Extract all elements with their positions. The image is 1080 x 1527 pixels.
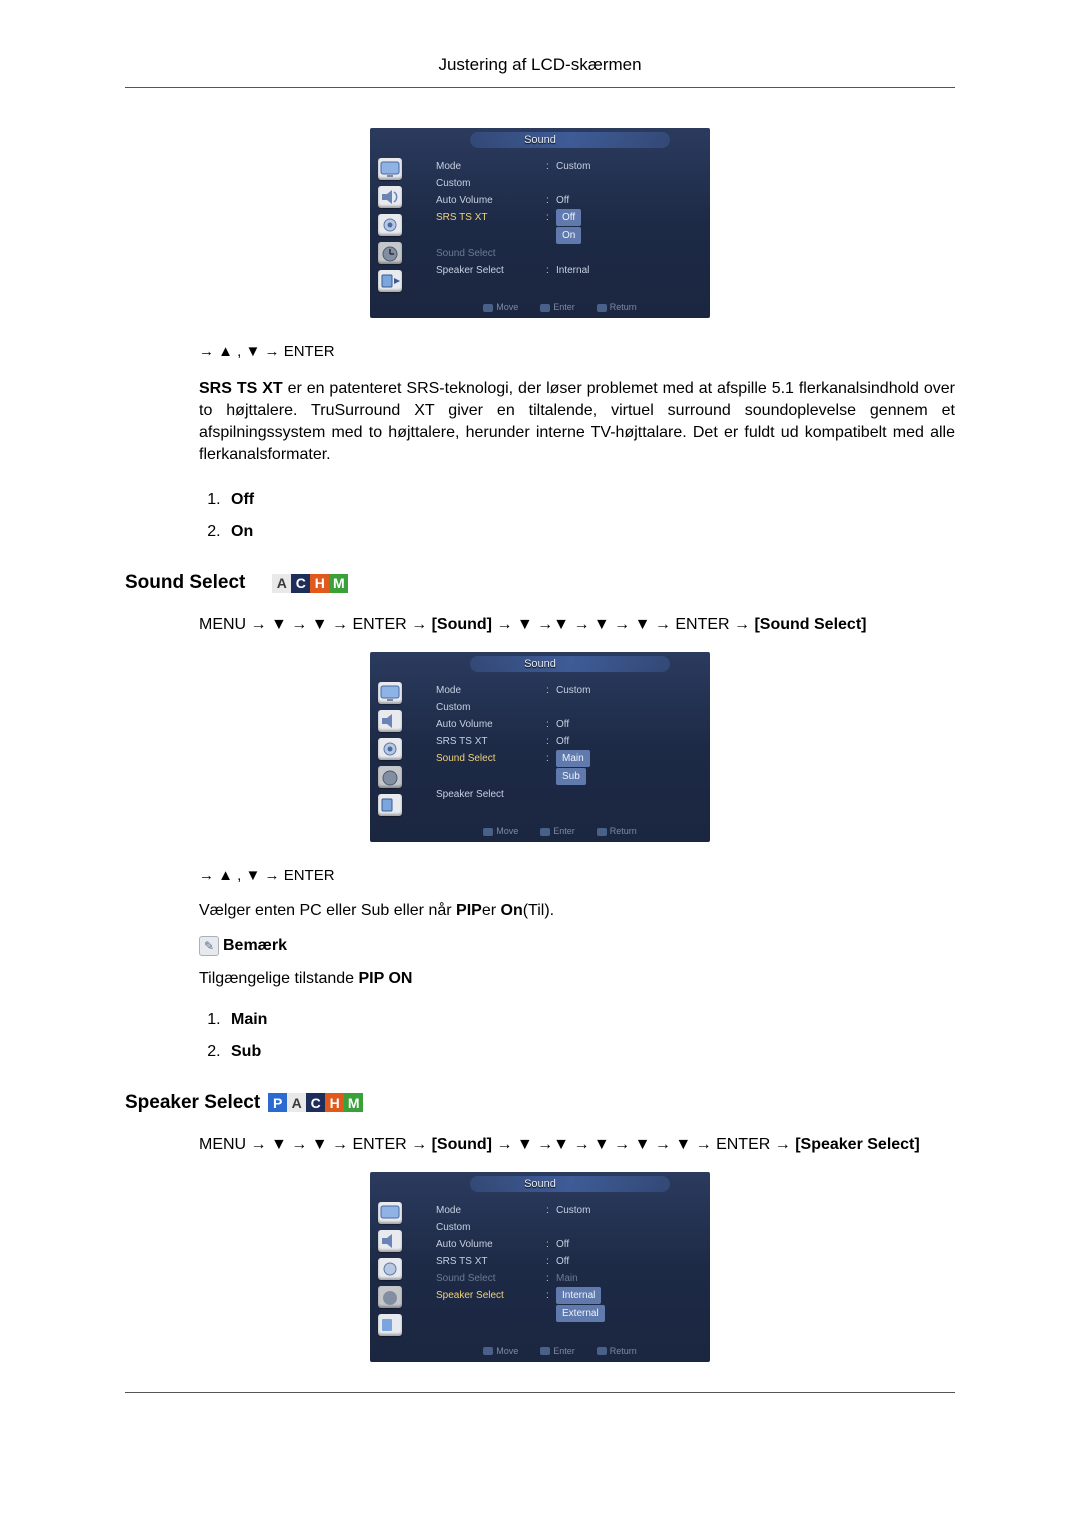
osd-icon-column — [378, 682, 408, 816]
osd-icon-setup — [378, 214, 402, 236]
speaker-select-heading: Speaker Select P A C H M — [125, 1092, 955, 1114]
osd-footer: Move Enter Return — [420, 826, 700, 836]
osd-icon-input — [378, 794, 402, 816]
osd-icon-column — [378, 1202, 408, 1336]
badge-c: C — [291, 574, 310, 593]
osd-icon-picture — [378, 1202, 402, 1224]
osd-title: Sound — [370, 134, 710, 146]
osd-menu: Mode:Custom Custom Auto Volume:Off SRS T… — [436, 1202, 666, 1323]
sound-select-menu-path: MENU → ▼ → ▼ → ENTER → [Sound] → ▼ →▼ → … — [199, 612, 955, 638]
note-row: ✎ Bemærk — [199, 936, 955, 956]
osd-icon-sound — [378, 186, 402, 208]
osd-icon-column — [378, 158, 408, 292]
osd-icon-input — [378, 1314, 402, 1336]
badge-a: A — [287, 1093, 306, 1112]
badge-h: H — [325, 1093, 344, 1112]
mode-badges: P A C H M — [253, 574, 348, 593]
osd-icon-input — [378, 270, 402, 292]
footer-rule — [125, 1392, 955, 1393]
list-item: Main — [225, 1004, 955, 1036]
osd-title: Sound — [370, 1178, 710, 1190]
osd-screenshot-srs: Sound Mode:Custom Custom Auto Volume:Off… — [370, 128, 710, 318]
page-header: Justering af LCD-skærmen — [125, 55, 955, 88]
nav-instruction: → ▲ , ▼ → ENTER — [199, 343, 955, 360]
osd-icon-timer — [378, 766, 402, 788]
osd-screenshot-sound-select: Sound Mode:Custom Custom Auto Volume:Off… — [370, 652, 710, 842]
osd-icon-timer — [378, 242, 402, 264]
osd-menu: Mode:Custom Custom Auto Volume:Off SRS T… — [436, 682, 666, 803]
badge-m: M — [344, 1093, 363, 1112]
osd-icon-timer — [378, 1286, 402, 1308]
osd-icon-picture — [378, 682, 402, 704]
srs-description: SRS TS XT er en patenteret SRS-teknologi… — [199, 378, 955, 466]
sound-select-heading: Sound Select P A C H M — [125, 572, 955, 594]
list-item: Sub — [225, 1036, 955, 1068]
osd-icon-sound — [378, 710, 402, 732]
sound-select-desc: Vælger enten PC eller Sub eller når PIPe… — [199, 902, 955, 920]
nav-instruction: → ▲ , ▼ → ENTER — [199, 867, 955, 884]
osd-icon-sound — [378, 1230, 402, 1252]
badge-a: A — [272, 574, 291, 593]
srs-options-list: Off On — [225, 484, 955, 548]
mode-badges: P A C H M — [268, 1093, 363, 1112]
speaker-select-menu-path: MENU → ▼ → ▼ → ENTER → [Sound] → ▼ →▼ → … — [199, 1132, 955, 1158]
note-icon: ✎ — [199, 936, 219, 956]
osd-icon-setup — [378, 1258, 402, 1280]
badge-c: C — [306, 1093, 325, 1112]
osd-icon-picture — [378, 158, 402, 180]
available-modes: Tilgængelige tilstande PIP ON — [199, 970, 955, 988]
osd-icon-setup — [378, 738, 402, 760]
badge-p: P — [253, 574, 272, 593]
note-label: Bemærk — [223, 937, 287, 955]
osd-menu: Mode:Custom Custom Auto Volume:Off SRS T… — [436, 158, 666, 279]
sound-select-options-list: Main Sub — [225, 1004, 955, 1068]
osd-footer: Move Enter Return — [420, 1346, 700, 1356]
badge-h: H — [310, 574, 329, 593]
osd-title: Sound — [370, 658, 710, 670]
osd-screenshot-speaker-select: Sound Mode:Custom Custom Auto Volume:Off… — [370, 1172, 710, 1362]
badge-m: M — [329, 574, 348, 593]
badge-p: P — [268, 1093, 287, 1112]
osd-footer: Move Enter Return — [420, 302, 700, 312]
list-item: On — [225, 516, 955, 548]
list-item: Off — [225, 484, 955, 516]
